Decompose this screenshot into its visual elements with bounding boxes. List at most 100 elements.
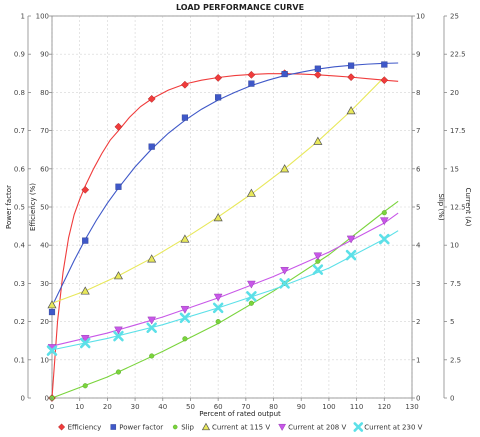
slip-point — [215, 319, 221, 325]
current-tick-label: 5 — [450, 318, 454, 326]
current-at-115-v-point — [147, 254, 157, 263]
power-factor-tick-label: 0.3 — [14, 280, 25, 288]
current-at-230-v-point-stroke — [312, 264, 324, 275]
efficiency-tick-label: 20 — [40, 318, 49, 326]
slip-point — [182, 336, 188, 342]
current-at-230-v-point — [79, 337, 91, 349]
power-factor-point — [347, 62, 355, 69]
current-at-230-v-point — [113, 330, 124, 342]
slip-tick-label: 8 — [416, 89, 420, 97]
current-at-230-v-point — [312, 264, 324, 275]
power-factor-point — [281, 70, 288, 78]
current-at-230-v-point-stroke — [345, 249, 357, 261]
current-at-208-v-curve — [51, 212, 399, 347]
efficiency-point — [81, 185, 90, 194]
current-at-230-v-point — [279, 278, 290, 289]
current-at-230-v-point-stroke — [113, 330, 124, 342]
current-tick-label: 2.5 — [450, 356, 461, 364]
current-at-230-v-point — [345, 249, 357, 261]
slip-tick-label: 0 — [416, 395, 420, 403]
current-at-115-v-point — [80, 286, 90, 295]
current-at-208-v-point — [114, 326, 123, 335]
legend-label: Power factor — [119, 424, 163, 432]
slip-tick-label: 6 — [416, 165, 421, 173]
markers-layer — [46, 61, 390, 402]
legend-marker-current-at-230-v-stroke — [353, 422, 364, 432]
slip-point — [115, 369, 122, 375]
slip-tick-label: 2 — [416, 318, 420, 326]
efficiency-tick-label: 50 — [40, 204, 49, 212]
current-at-230-v-point — [246, 291, 257, 302]
power-factor-tick-label: 0.4 — [14, 242, 26, 250]
current-at-230-v-point-stroke — [246, 291, 257, 302]
power-factor-point — [181, 114, 189, 121]
x-tick-label: 10 — [75, 403, 84, 411]
x-tick-label: 40 — [158, 403, 167, 411]
slip-tick-label: 4 — [416, 242, 421, 250]
efficiency-point — [380, 76, 389, 85]
efficiency-tick-label: 60 — [40, 165, 49, 173]
power-factor-curve — [51, 62, 399, 307]
power-factor-point — [48, 308, 56, 316]
power-factor-tick-label: 1 — [21, 13, 25, 21]
efficiency-point — [180, 80, 189, 89]
slip-point — [149, 353, 155, 359]
slip-curve — [51, 200, 399, 399]
current-axis-title: Current (A) — [464, 188, 472, 227]
x-axis-title: Percent of rated output — [199, 410, 281, 418]
current-at-208-v-point — [346, 235, 356, 244]
power-factor-tick-label: 0.9 — [14, 51, 25, 59]
x-tick-label: 20 — [103, 403, 112, 411]
efficiency-curve — [51, 73, 399, 399]
power-factor-point — [82, 237, 89, 244]
current-at-208-v-point — [280, 267, 289, 275]
efficiency-point — [147, 94, 156, 103]
x-tick-label: 70 — [241, 403, 250, 411]
power-factor-axis-title: Power factor — [5, 185, 13, 229]
power-factor-point — [248, 80, 255, 87]
power-factor-tick-label: 0.1 — [14, 356, 25, 364]
current-at-230-v-point-stroke — [212, 302, 224, 314]
power-factor-point — [215, 94, 222, 101]
x-tick-label: 50 — [186, 403, 195, 411]
efficiency-tick-label: 80 — [40, 89, 49, 97]
current-tick-label: 20 — [450, 89, 459, 97]
efficiency-axis-title: Efficiency (%) — [29, 183, 37, 231]
current-at-115-v-point — [280, 164, 290, 173]
current-at-230-v-curve — [51, 230, 399, 351]
current-at-115-v-point — [313, 136, 323, 145]
current-at-115-v-point — [47, 300, 57, 309]
current-at-230-v-point-stroke — [146, 322, 157, 333]
current-tick-label: 7.5 — [450, 280, 461, 288]
current-at-230-v-point-stroke — [379, 233, 390, 245]
efficiency-point — [114, 122, 123, 131]
slip-point — [82, 383, 88, 389]
current-at-230-v-point — [212, 302, 224, 314]
x-tick-label: 110 — [350, 403, 363, 411]
legend-marker-efficiency — [58, 423, 66, 431]
x-tick-label: 100 — [322, 403, 335, 411]
efficiency-tick-label: 10 — [40, 356, 49, 364]
slip-tick-label: 3 — [416, 280, 420, 288]
legend-label: Efficiency — [68, 424, 102, 432]
current-at-230-v-point — [146, 322, 157, 333]
power-factor-tick-label: 0.6 — [14, 165, 26, 173]
efficiency-tick-label: 100 — [36, 13, 49, 21]
curves-layer — [51, 62, 399, 399]
current-at-208-v-point — [213, 293, 223, 302]
x-tick-label: 90 — [297, 403, 306, 411]
current-at-230-v-point — [46, 345, 58, 356]
power-factor-tick-label: 0.5 — [14, 204, 25, 212]
current-at-208-v-point — [313, 252, 323, 261]
power-factor-point — [115, 183, 122, 190]
legend-label: Current at 115 V — [212, 424, 270, 432]
x-tick-label: 80 — [269, 403, 278, 411]
current-at-208-v-point — [147, 316, 156, 325]
current-at-115-v-point — [113, 271, 124, 280]
x-tick-label: 0 — [50, 403, 54, 411]
slip-tick-label: 10 — [416, 13, 425, 21]
legend-marker-current-at-115-v — [201, 422, 211, 431]
current-at-208-v-point — [180, 306, 190, 314]
